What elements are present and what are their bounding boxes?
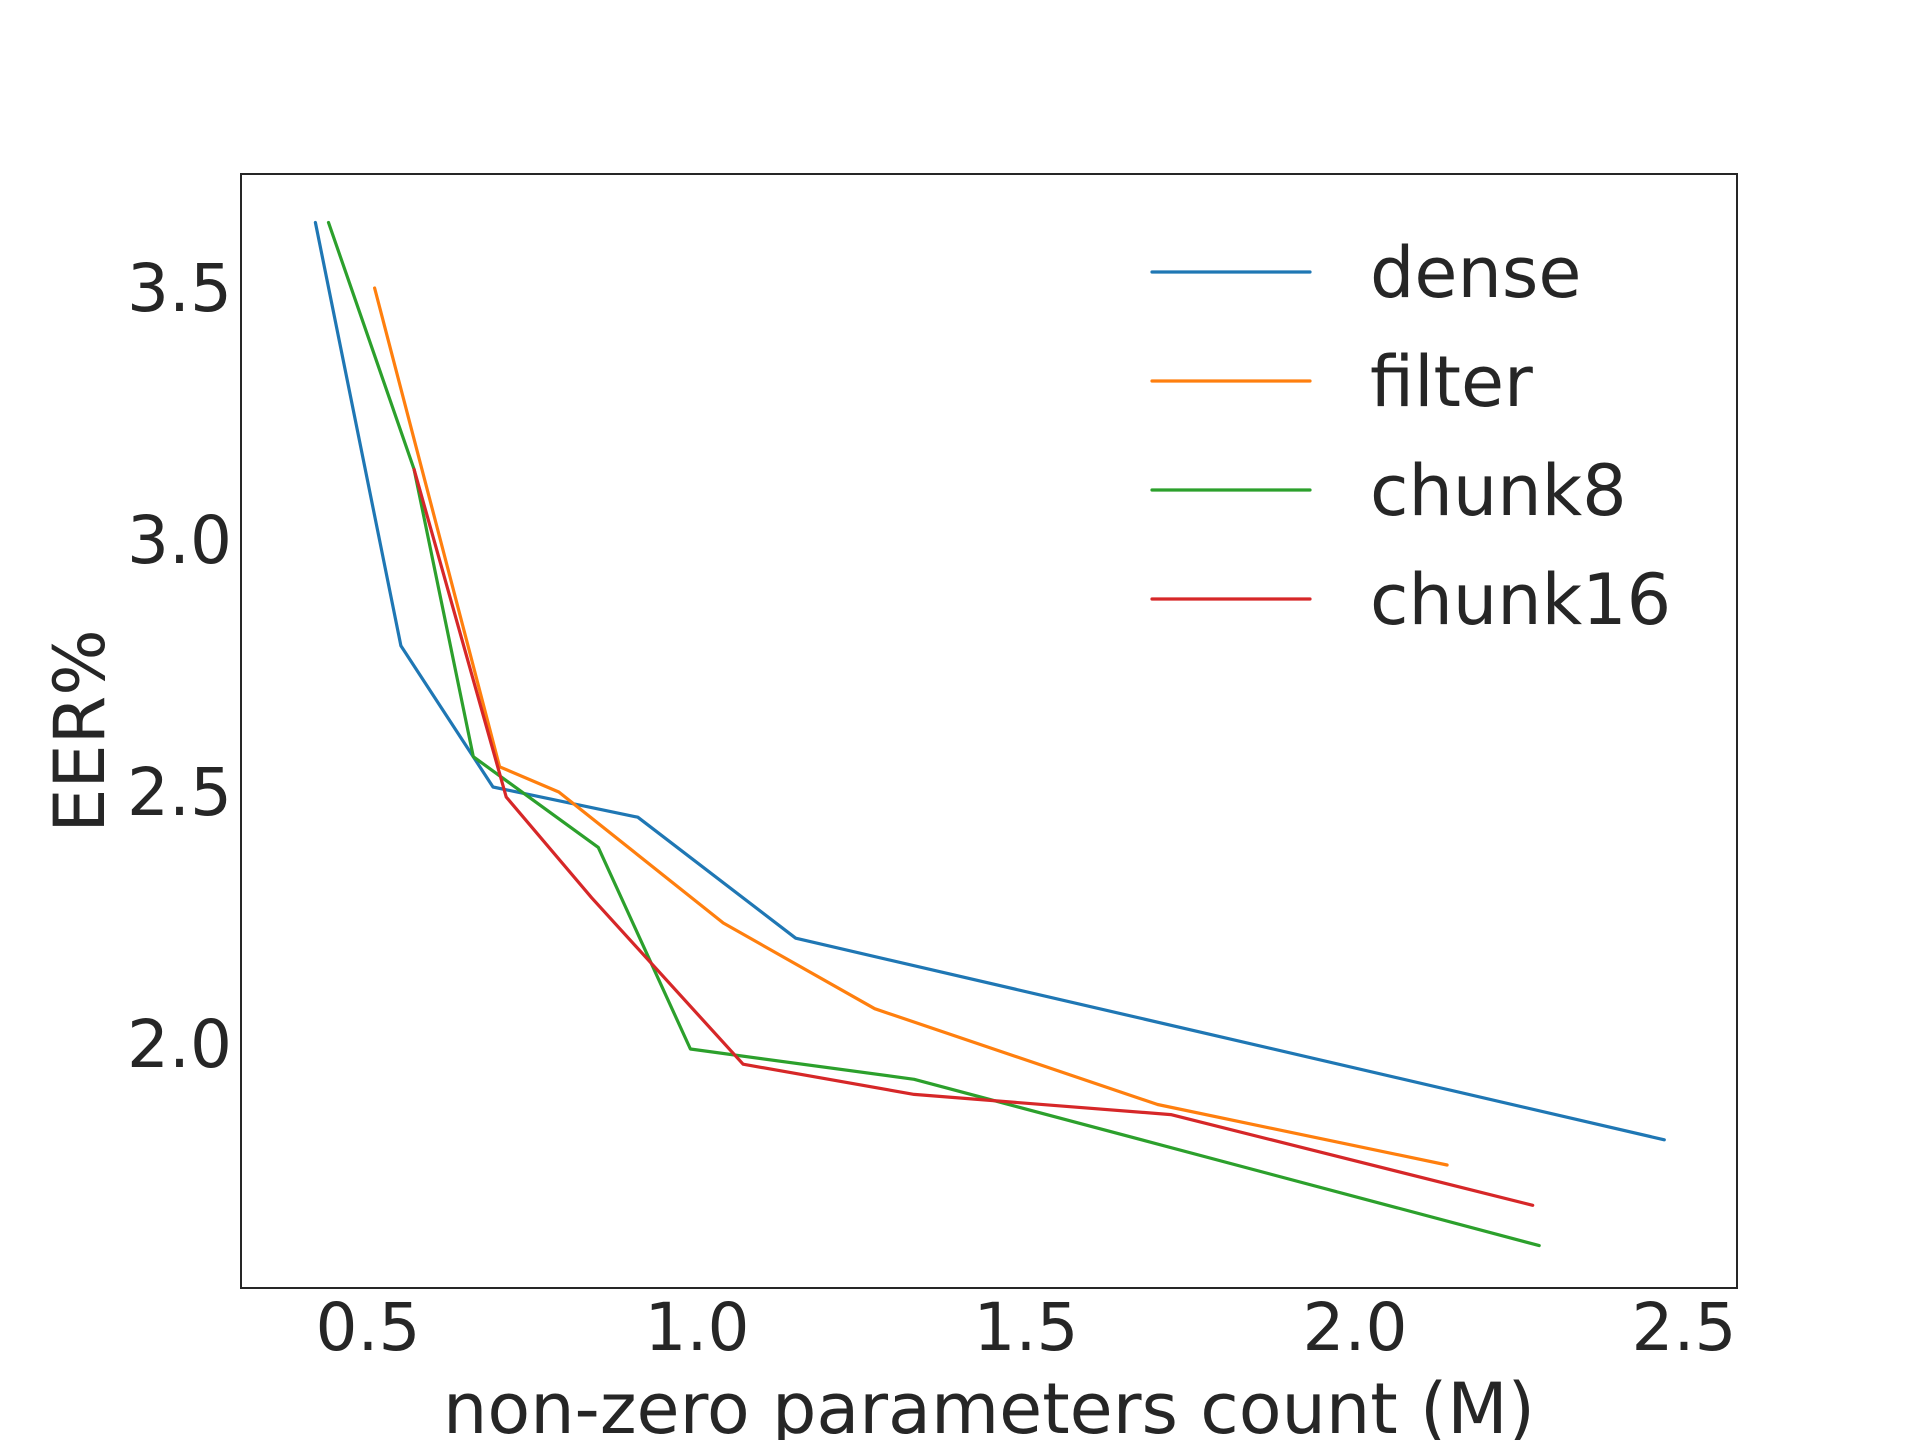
x-tick-label: 2.0 bbox=[1303, 1289, 1408, 1366]
series-line-filter bbox=[373, 286, 1449, 1167]
plot-lines bbox=[313, 220, 1666, 1248]
series-line-chunk16 bbox=[412, 467, 1535, 1207]
x-axis-ticks: 0.5 1.0 1.5 2.0 2.5 bbox=[316, 1289, 1737, 1366]
y-tick-label: 3.0 bbox=[127, 502, 232, 579]
y-tick-label: 2.5 bbox=[127, 754, 232, 831]
legend-label-dense: dense bbox=[1370, 232, 1581, 314]
series-line-dense bbox=[313, 220, 1666, 1142]
legend: dense filter chunk8 chunk16 bbox=[1150, 232, 1671, 641]
y-axis-ticks: 2.0 2.5 3.0 3.5 bbox=[127, 250, 232, 1083]
legend-label-chunk8: chunk8 bbox=[1370, 450, 1627, 532]
x-tick-label: 2.5 bbox=[1632, 1289, 1737, 1366]
y-tick-label: 3.5 bbox=[127, 250, 232, 327]
x-tick-label: 1.0 bbox=[645, 1289, 750, 1366]
x-tick-label: 1.5 bbox=[974, 1289, 1079, 1366]
plot-area-frame bbox=[240, 173, 1738, 1289]
y-axis-label: EER% bbox=[39, 629, 121, 833]
legend-label-filter: filter bbox=[1370, 341, 1533, 423]
x-tick-label: 0.5 bbox=[316, 1289, 421, 1366]
legend-label-chunk16: chunk16 bbox=[1370, 559, 1671, 641]
x-axis-label: non-zero parameters count (M) bbox=[443, 1368, 1535, 1440]
y-tick-label: 2.0 bbox=[127, 1006, 232, 1083]
